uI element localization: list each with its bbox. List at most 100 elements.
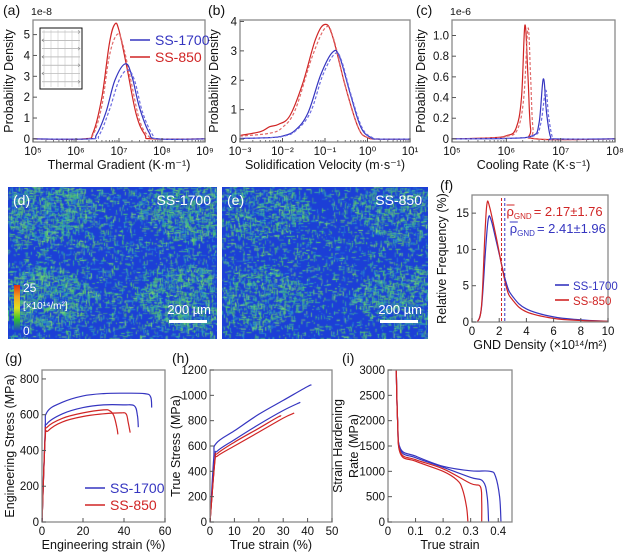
legend-label: SS-850 [573,296,611,308]
x-tick-label: 10⁵ [24,146,42,158]
y-tick-label: 1.0 [433,31,449,43]
gnd-map-ss850: (e) SS-850 200 µm [222,187,428,339]
y-tick-label: 1 [24,113,30,125]
x-tick-label: 6 [550,326,556,338]
series-line-ss-1700-solid [42,404,139,522]
arrow-icon [41,71,45,76]
scale-bar-label: 200 µm [378,302,422,317]
plot-frame [41,369,166,523]
y-tick-label: 0 [33,517,39,529]
x-tick-label: 10⁻² [271,146,294,158]
series-line-ss-1700-solid [452,78,615,141]
series-line-ss-850-solid [240,23,410,140]
panel-label: (i) [342,350,354,366]
series-line-ss-850-solid [452,24,615,141]
colorbar-unit: [×10¹⁴/m²] [23,301,68,312]
y-tick-label: 600 [20,410,39,422]
offset-label: 1e-6 [450,6,471,18]
x-tick-label: 10⁸ [153,146,171,158]
y-axis-label: Engineering Stress (MPa) [3,374,17,517]
x-tick-label: 10⁻¹ [314,146,337,158]
y-axis-label: Relative Frequency (%) [435,193,449,324]
y-tick-label: 2500 [359,390,385,402]
x-tick-label: 60 [159,526,172,538]
x-tick-label: 0.2 [435,526,451,538]
series-line-ss-850-dashed [452,27,615,141]
y-tick-label: 3 [24,71,30,83]
x-tick-label: 10⁷ [552,146,569,158]
rho-subscript: GND [517,229,535,238]
series-line-ss-850-solid [33,22,205,140]
plot-frame [471,194,609,323]
series-line-ss-1700-solid [42,392,153,522]
series-line-ss-850-solid [210,412,295,522]
x-axis-label: Engineering strain (%) [42,538,166,552]
y-tick-label: 0.6 [433,72,449,84]
chart-panel: 10⁻³ 10⁻² 10⁻¹ 10⁰ 10¹ 0 1 2 3 4 Solidification Ve… [207,2,418,172]
series-line-ss-1700-solid [395,370,502,522]
y-tick-label: 2 [231,75,237,87]
mean-annotation: ρGND = 2.41±1.96 [510,221,606,238]
y-tick-label: 0 [443,134,449,146]
plot-frame [239,19,411,143]
arrow-icon [77,30,81,34]
rho-subscript: GND [514,212,532,221]
gnd-map-ss1700: (d) SS-1700 25 [×10¹⁴/m²] 0 200 µm [8,187,217,339]
y-tick-label: 500 [366,492,385,504]
series-line-ss-1700-solid [395,370,490,522]
panel-label: (g) [5,350,22,366]
legend-item: SS-1700 [555,281,618,293]
y-tick-label: 1200 [181,365,207,377]
series-line-ss-1700-solid [240,49,410,140]
chart-panel: 10⁵ 10⁶ 10⁷ 10⁸ 0 0.2 0.4 0.6 0.8 1.0 Cooling Rate… [414,2,624,172]
arrow-icon [77,46,81,51]
x-tick-label: 2 [496,326,502,338]
panel-label: (b) [208,2,225,18]
y-tick-label: 400 [20,445,39,457]
panel-label: (d) [13,192,31,208]
x-tick-label: 50 [326,526,339,538]
x-tick-label: 40 [301,526,314,538]
x-tick-label: 0.4 [490,526,507,538]
scan-pattern-inset [39,27,83,90]
colorbar-max: 25 [23,281,37,295]
x-tick-label: 10⁸ [606,146,624,158]
series-line-ss-850-solid [476,200,608,322]
inset-frame [39,27,83,90]
gnd-map-image [8,187,217,339]
y-tick-label: 4 [24,50,31,62]
x-axis-label: True strain [420,538,479,552]
series-line-ss-1700-dashed [33,69,205,140]
x-tick-label: 0 [39,526,45,538]
y-tick-label: 400 [188,466,207,478]
x-axis-label: Solidification Velocity (m·s⁻¹) [245,158,405,172]
series-line-ss-850-dashed [240,25,410,140]
series-line-ss-1700-dashed [452,89,615,140]
legend-label: SS-850 [155,49,202,65]
x-axis-label: GND Density (×10¹⁴/m²) [473,338,607,352]
x-tick-label: 10 [228,526,241,538]
plot-frame [451,19,616,143]
y-tick-label: 3 [231,46,237,58]
x-tick-label: 20 [77,526,90,538]
x-tick-label: 10⁰ [359,146,377,158]
arrow-icon [41,38,45,43]
plot-frame [387,369,513,523]
x-tick-label: 30 [277,526,290,538]
rho-value: = 2.17±1.76 [534,204,603,219]
y-tick-label: 1 [231,105,237,117]
x-tick-label: 0 [207,526,213,538]
y-axis-label: Probability Density [207,28,221,132]
x-tick-label: 10 [602,326,615,338]
legend-label: SS-1700 [573,281,618,293]
legend-label: SS-850 [110,497,157,513]
series-line-ss-850-solid [210,415,282,522]
y-tick-label: 1000 [181,390,207,402]
y-tick-label: 0.8 [433,51,449,63]
chart-panel: 10⁵ 10⁶ 10⁷ 10⁸ 10⁹ 0 1 2 3 4 5 Thermal Gradient (K… [2,2,214,172]
x-tick-label: 8 [578,326,584,338]
y-tick-label: 3000 [359,365,385,377]
